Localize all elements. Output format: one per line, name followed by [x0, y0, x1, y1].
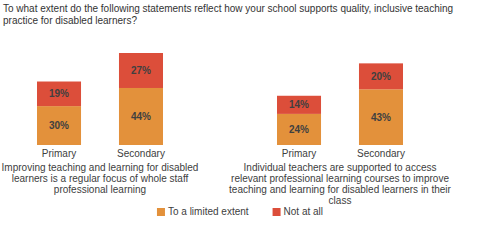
bar-segment [119, 88, 163, 145]
legend-item: Not at all [273, 206, 323, 217]
data-label: 14% [289, 99, 309, 110]
category-label: Secondary [117, 148, 165, 159]
legend-swatch [273, 208, 281, 216]
bar-segment [37, 106, 81, 145]
legend-item: To a limited extent [157, 206, 249, 217]
legend: To a limited extent Not at all [157, 206, 323, 217]
category-label: Primary [42, 148, 76, 159]
data-labels: 30% 44% 24% 43% 19% 27% 14% 20% [49, 65, 391, 135]
bar-segment [359, 89, 403, 145]
data-label: 43% [371, 112, 391, 123]
title: To what extent do the following statemen… [3, 3, 453, 26]
category-label: Primary [282, 148, 316, 159]
group-label: Individual teachers are supported to acc… [229, 162, 451, 206]
chart: To what extent do the following statemen… [0, 0, 480, 225]
bar-segment [359, 63, 403, 89]
bar-segment [277, 114, 321, 145]
data-label: 27% [131, 65, 151, 76]
data-label: 19% [49, 88, 69, 99]
bar-segment [119, 53, 163, 88]
bar-segment [37, 82, 81, 107]
legend-label: To a limited extent [168, 206, 249, 217]
data-label: 20% [371, 71, 391, 82]
x-tick-labels: Primary Secondary Primary Secondary [42, 148, 405, 159]
category-label: Secondary [357, 148, 405, 159]
plot-area [37, 53, 403, 145]
legend-label: Not at all [284, 206, 323, 217]
group-label: Improving teaching and learning for disa… [2, 162, 199, 195]
data-label: 30% [49, 120, 69, 131]
bar-segment [277, 96, 321, 114]
legend-swatch [157, 208, 165, 216]
data-label: 44% [131, 111, 151, 122]
data-label: 24% [289, 124, 309, 135]
